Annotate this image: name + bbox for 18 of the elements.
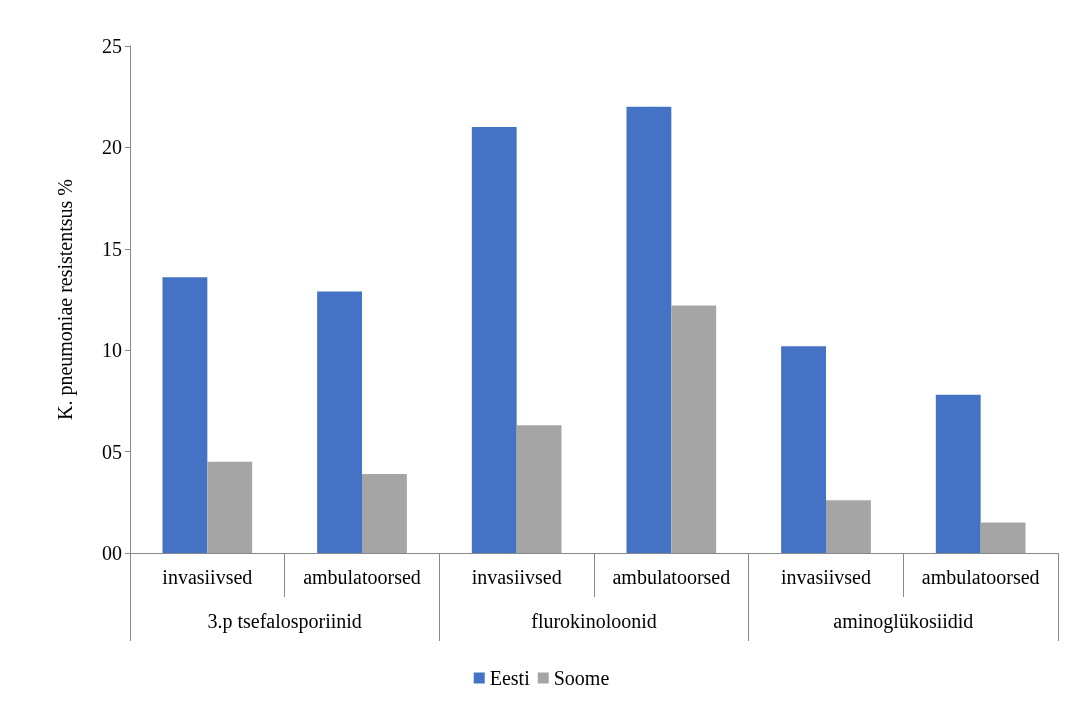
x-tick-label: invasiivsed <box>162 566 253 588</box>
text: flurokinoloonid <box>531 610 657 632</box>
legend-label: Eesti <box>489 667 531 689</box>
y-tick-label: 00 <box>102 542 122 564</box>
x-tick-label: ambulatoorsed <box>921 566 1040 588</box>
y-tick-label: 05 <box>102 440 122 463</box>
y-tick-label: 15 <box>102 237 122 260</box>
legend-label: Soome <box>553 667 610 689</box>
y-tick-label: 25 <box>102 35 122 57</box>
x-tick-label: invasiivsed <box>471 566 562 588</box>
y-tick-label: 10 <box>102 339 122 362</box>
x-tick-label: ambulatoorsed <box>612 566 731 588</box>
text: 3.p tsefalosporiinid <box>207 610 362 633</box>
x-tick-label: ambulatoorsed <box>303 566 421 588</box>
y-tick-label: 20 <box>102 136 122 159</box>
x-tick-label: invasiivsed <box>781 566 871 588</box>
text: aminoglükosiidid <box>833 610 974 633</box>
y-axis-title: K. pneumoniae resistentsus % <box>54 178 77 421</box>
